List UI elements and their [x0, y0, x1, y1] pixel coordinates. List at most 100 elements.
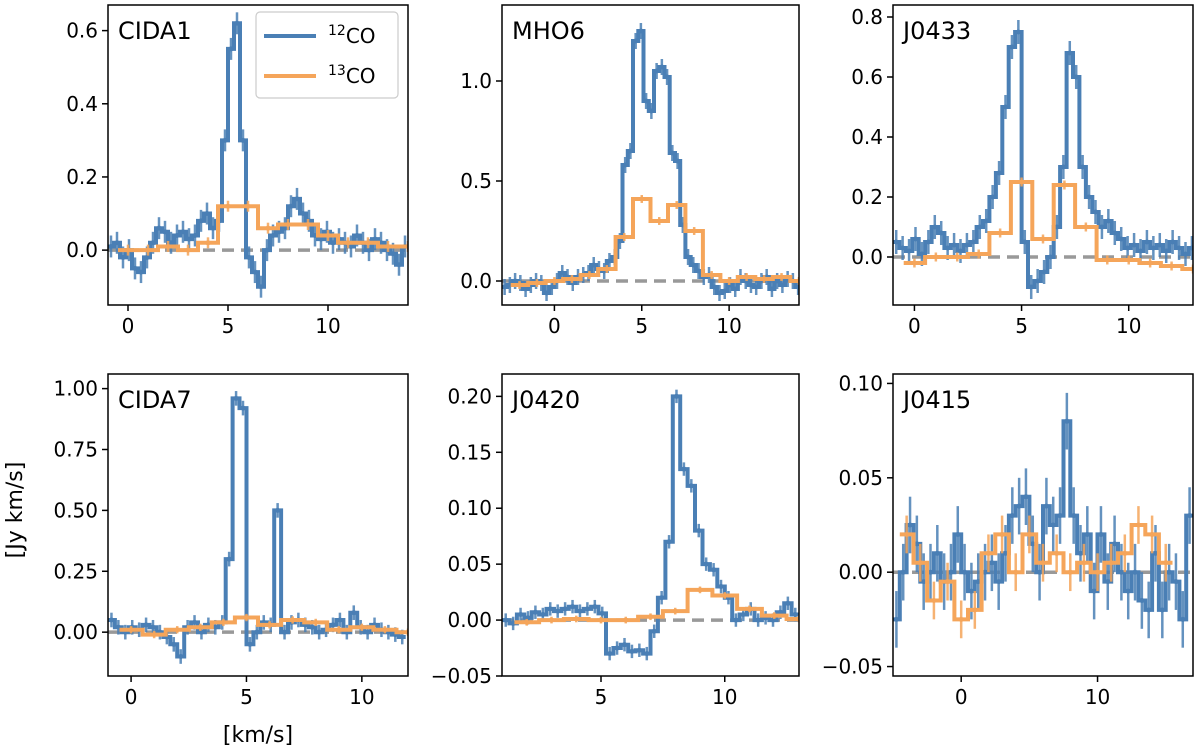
data-point — [1093, 209, 1098, 215]
data-point — [276, 229, 282, 235]
data-point — [1163, 560, 1169, 566]
panel-j0415: 0 10 −0.05 0.00 0.05 0.10 J0415 — [822, 371, 1194, 709]
data-point — [674, 202, 680, 208]
data-point — [900, 245, 906, 251]
y-tick-label: 0.0 — [460, 269, 492, 293]
data-point — [769, 286, 775, 292]
data-point — [636, 647, 642, 653]
data-point — [243, 615, 249, 621]
data-point — [1125, 588, 1131, 594]
data-point — [165, 243, 171, 249]
y-tick-label: 0.0 — [66, 238, 98, 262]
data-point — [1150, 245, 1156, 251]
data-point — [673, 393, 679, 399]
y-tick-label: 1.0 — [460, 69, 492, 93]
data-point — [247, 641, 253, 647]
data-point — [544, 290, 550, 296]
data-point — [325, 232, 331, 238]
data-point — [125, 247, 131, 253]
data-point — [1112, 230, 1118, 236]
data-point — [534, 280, 540, 286]
data-point — [1138, 248, 1143, 254]
data-point — [1095, 569, 1101, 575]
data-point — [722, 288, 728, 294]
y-tick-label: 0.5 — [460, 169, 492, 193]
data-point — [228, 46, 234, 52]
x-tick-label: 5 — [595, 685, 608, 709]
data-point — [390, 251, 396, 257]
data-point — [972, 607, 978, 613]
y-tick-label: 0.8 — [851, 5, 883, 29]
y-tick-label: 1.00 — [53, 377, 98, 401]
data-point — [623, 617, 629, 623]
data-point — [138, 269, 144, 275]
data-point — [638, 28, 644, 34]
series-13co — [899, 506, 1173, 639]
data-point — [989, 560, 995, 566]
data-point — [225, 203, 231, 209]
data-point — [691, 228, 697, 234]
data-point — [955, 531, 961, 537]
plot-frame — [107, 4, 409, 306]
data-point — [643, 98, 649, 104]
data-point — [108, 617, 114, 623]
data-point — [1146, 607, 1152, 613]
data-point — [1166, 569, 1172, 575]
data-point — [999, 531, 1005, 537]
data-point — [954, 254, 960, 260]
data-point — [366, 247, 372, 253]
series-13co — [119, 613, 408, 639]
data-point — [774, 278, 780, 284]
data-point — [573, 616, 579, 622]
data-point — [185, 247, 191, 253]
data-point — [970, 239, 976, 245]
data-point — [245, 203, 251, 209]
data-point — [933, 254, 939, 260]
data-point — [1028, 284, 1034, 290]
data-point — [1187, 513, 1193, 519]
y-tick-label: 0.4 — [851, 125, 883, 149]
plot-frame — [501, 4, 800, 306]
data-point — [246, 254, 252, 260]
y-tick-label: 0.10 — [447, 496, 492, 520]
data-point — [192, 232, 198, 238]
data-point — [1112, 541, 1118, 547]
data-point — [672, 608, 678, 614]
data-point — [907, 522, 913, 528]
data-point — [1023, 494, 1029, 500]
data-point — [240, 137, 246, 143]
panel-cida1: 0 5 10 0.0 0.2 0.4 0.6 CIDA1 — [66, 4, 409, 338]
panel-title: CIDA1 — [118, 17, 192, 45]
data-point — [1041, 269, 1047, 275]
series-13co — [510, 195, 799, 289]
data-point — [740, 611, 746, 617]
legend-box — [255, 11, 399, 99]
data-point — [996, 170, 1002, 176]
data-point — [586, 272, 592, 278]
data-point — [198, 218, 204, 224]
x-tick-label: 10 — [349, 685, 374, 709]
data-point — [964, 242, 970, 248]
data-point — [617, 238, 623, 244]
data-point — [549, 284, 555, 290]
data-point — [604, 266, 610, 272]
data-point — [577, 608, 583, 614]
data-point — [622, 162, 628, 168]
data-point — [180, 229, 186, 235]
data-point — [318, 236, 324, 242]
y-tick-label: 0.00 — [53, 620, 98, 644]
data-point — [607, 651, 613, 657]
data-point — [697, 587, 703, 593]
data-point — [1163, 248, 1169, 254]
data-point — [330, 240, 336, 246]
data-point — [1048, 254, 1053, 260]
data-point — [150, 624, 156, 630]
data-point — [962, 569, 968, 575]
data-point — [639, 196, 645, 202]
data-point — [664, 74, 670, 80]
data-point — [555, 608, 561, 614]
data-point — [510, 620, 516, 626]
data-point — [1131, 242, 1137, 248]
data-point — [549, 617, 554, 623]
data-point — [717, 290, 723, 296]
